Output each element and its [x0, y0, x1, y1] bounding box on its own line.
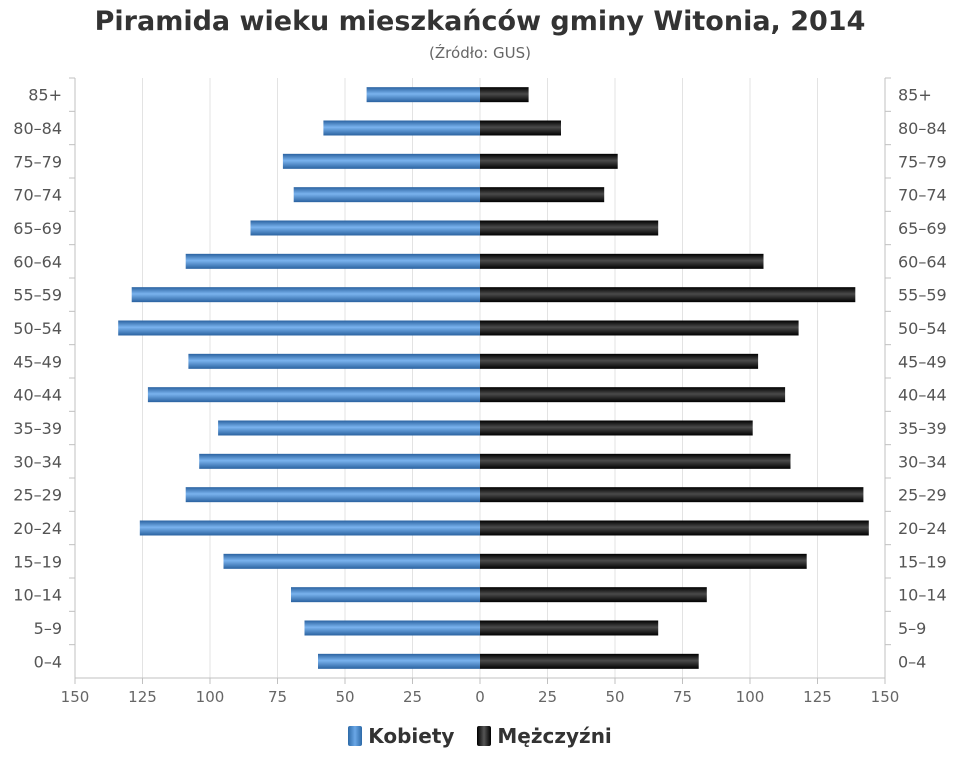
y-category-label-left: 15–19: [13, 552, 62, 571]
x-tick-label: 100: [196, 688, 225, 706]
x-tick-label: 125: [803, 688, 832, 706]
y-category-label-right: 40–44: [898, 386, 947, 405]
y-category-label-right: 80–84: [898, 119, 947, 138]
x-tick-label: 75: [268, 688, 287, 706]
legend-item-kobiety[interactable]: Kobiety: [348, 724, 454, 748]
bar-mezczyzni: [480, 220, 659, 236]
bar-mezczyzni: [480, 87, 529, 103]
bar-mezczyzni: [480, 620, 659, 636]
bars: [118, 87, 869, 669]
y-category-label-left: 80–84: [13, 119, 62, 138]
legend-label-kobiety: Kobiety: [368, 723, 455, 748]
x-tick-label: 25: [538, 688, 557, 706]
y-category-label-right: 55–59: [898, 286, 947, 305]
bar-mezczyzni: [480, 153, 618, 169]
bar-kobiety: [185, 253, 480, 269]
x-tick-label: 150: [871, 688, 900, 706]
x-tick-label: 150: [61, 688, 90, 706]
bar-kobiety: [304, 620, 480, 636]
bar-mezczyzni: [480, 487, 864, 503]
y-category-label-left: 5–9: [34, 619, 62, 638]
y-category-label-right: 50–54: [898, 319, 947, 338]
bar-kobiety: [366, 87, 480, 103]
y-category-label-right: 45–49: [898, 352, 947, 371]
bar-kobiety: [147, 387, 480, 403]
bar-mezczyzni: [480, 520, 869, 536]
legend-label-mezczyzni: Mężczyźni: [497, 723, 612, 748]
bar-kobiety: [188, 353, 480, 369]
bar-mezczyzni: [480, 187, 605, 203]
bar-mezczyzni: [480, 253, 764, 269]
bar-kobiety: [323, 120, 480, 136]
y-category-label-right: 65–69: [898, 219, 947, 238]
bar-kobiety: [250, 220, 480, 236]
bar-kobiety: [282, 153, 480, 169]
y-category-label-right: 70–74: [898, 186, 947, 205]
y-category-label-right: 20–24: [898, 519, 947, 538]
y-category-label-left: 20–24: [13, 519, 62, 538]
y-category-label-right: 0–4: [898, 652, 926, 671]
bar-mezczyzni: [480, 420, 753, 436]
chart-subtitle: (Źródło: GUS): [429, 44, 531, 62]
y-category-label-left: 45–49: [13, 352, 62, 371]
y-category-label-left: 10–14: [13, 586, 62, 605]
y-category-label-right: 35–39: [898, 419, 947, 438]
x-tick-label: 25: [403, 688, 422, 706]
bar-mezczyzni: [480, 587, 707, 603]
bar-kobiety: [223, 553, 480, 569]
y-category-label-left: 70–74: [13, 186, 62, 205]
y-category-label-left: 55–59: [13, 286, 62, 305]
y-category-label-left: 25–29: [13, 486, 62, 505]
x-tick-label: 125: [128, 688, 157, 706]
y-category-label-left: 50–54: [13, 319, 62, 338]
axis-labels: 150 125 100 75 50 25 0 25 50 75 100 125 150 0–4 0–4 5–9…: [13, 86, 946, 706]
y-category-label-right: 85+: [898, 86, 932, 105]
bar-mezczyzni: [480, 320, 799, 336]
y-category-label-left: 35–39: [13, 419, 62, 438]
legend-swatch-mezczyzni: [477, 725, 492, 746]
bar-kobiety: [291, 587, 480, 603]
bar-mezczyzni: [480, 387, 786, 403]
y-category-label-left: 60–64: [13, 252, 62, 271]
bar-mezczyzni: [480, 120, 561, 136]
y-category-label-right: 60–64: [898, 252, 947, 271]
bar-kobiety: [218, 420, 480, 436]
grid-lines: [69, 77, 891, 684]
legend-item-mezczyzni[interactable]: Mężczyźni: [477, 723, 612, 748]
y-category-label-right: 10–14: [898, 586, 947, 605]
bar-mezczyzni: [480, 287, 856, 303]
chart-title: Piramida wieku mieszkańców gminy Witonia…: [94, 6, 866, 37]
legend: Kobiety Mężczyźni: [0, 722, 960, 748]
legend-swatch-kobiety: [348, 725, 363, 746]
x-tick-label: 75: [673, 688, 692, 706]
x-tick-label: 50: [335, 688, 354, 706]
y-category-label-left: 85+: [28, 86, 62, 105]
y-category-label-left: 30–34: [13, 452, 62, 471]
y-category-label-right: 5–9: [898, 619, 926, 638]
y-category-label-right: 25–29: [898, 486, 947, 505]
x-tick-label: 100: [736, 688, 765, 706]
y-category-label-right: 75–79: [898, 152, 947, 171]
bar-kobiety: [293, 187, 480, 203]
y-category-label-left: 0–4: [34, 652, 62, 671]
bar-kobiety: [131, 287, 480, 303]
bar-kobiety: [118, 320, 480, 336]
bar-mezczyzni: [480, 353, 759, 369]
bar-kobiety: [185, 487, 480, 503]
x-tick-label: 50: [605, 688, 624, 706]
bar-mezczyzni: [480, 653, 699, 669]
y-category-label-left: 75–79: [13, 152, 62, 171]
y-category-label-right: 30–34: [898, 452, 947, 471]
bar-mezczyzni: [480, 453, 791, 469]
bar-kobiety: [199, 453, 480, 469]
bar-kobiety: [318, 653, 480, 669]
bar-mezczyzni: [480, 553, 807, 569]
x-tick-label: 0: [475, 688, 485, 706]
bar-kobiety: [139, 520, 481, 536]
y-category-label-right: 15–19: [898, 552, 947, 571]
y-category-label-left: 65–69: [13, 219, 62, 238]
y-category-label-left: 40–44: [13, 386, 62, 405]
